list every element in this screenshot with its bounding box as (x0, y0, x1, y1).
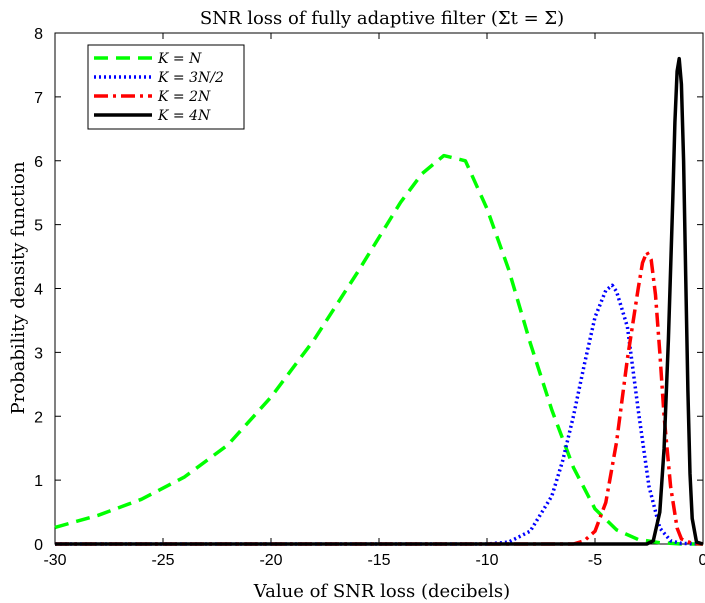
legend-label-0: K = N (157, 51, 202, 67)
series-line-3 (55, 56, 704, 546)
legend: K = N K = 3N/2 K = 2N K = 4N (87, 44, 245, 130)
y-tick-label: 0 (34, 537, 43, 554)
x-tick-label: -30 (43, 552, 66, 569)
legend-label-3: K = 4N (157, 108, 211, 124)
x-tick-label: 0 (699, 552, 705, 569)
y-tick-label: 8 (34, 26, 43, 43)
y-tick-label: 2 (34, 409, 43, 426)
x-tick-label: -5 (588, 552, 602, 569)
series-line-0 (54, 153, 703, 546)
x-tick-label: -25 (151, 552, 174, 569)
y-tick-label: 5 (34, 218, 43, 235)
x-axis-label: Value of SNR loss (decibels) (253, 581, 510, 602)
chart-title: SNR loss of fully adaptive filter (Σt = … (200, 8, 564, 29)
legend-label-2: K = 2N (157, 89, 211, 105)
y-tick-label: 1 (34, 473, 43, 490)
series-lines (54, 56, 704, 546)
y-tick-label: 4 (34, 282, 43, 299)
x-tick-label: -15 (367, 552, 390, 569)
x-tick-label: -20 (259, 552, 282, 569)
legend-label-1: K = 3N/2 (157, 70, 224, 86)
y-tick-label: 6 (34, 154, 43, 171)
x-tick-label: -10 (475, 552, 498, 569)
y-tick-label: 7 (34, 90, 43, 107)
y-axis-label: Probability density function (8, 161, 29, 414)
y-tick-label: 3 (34, 345, 43, 362)
series-line-2 (55, 250, 704, 546)
